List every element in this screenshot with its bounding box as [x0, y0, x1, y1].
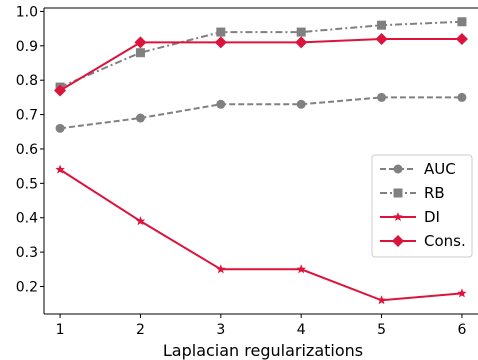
data-point-di [55, 164, 65, 174]
data-point-rb [216, 27, 226, 37]
y-tick-label: 0.7 [16, 108, 38, 124]
data-point-rb [135, 48, 145, 58]
x-tick-label: 2 [136, 322, 145, 338]
y-tick-label: 0.6 [16, 142, 38, 158]
data-point-auc [55, 123, 65, 133]
x-tick-label: 6 [457, 322, 466, 338]
data-point-cons [54, 84, 67, 97]
legend-label: Cons. [424, 232, 466, 250]
series-line-rb [59, 20, 462, 88]
x-tick-label: 3 [216, 322, 225, 338]
legend-label: RB [424, 184, 445, 202]
data-point-auc [457, 92, 467, 102]
legend-marker [392, 235, 404, 247]
series-line-cons [59, 37, 462, 92]
data-point-cons [455, 32, 468, 45]
legend-box [371, 154, 473, 258]
data-point-auc [135, 113, 145, 123]
y-tick-label: 0.2 [16, 279, 38, 295]
data-point-cons [295, 36, 308, 49]
data-point-cons [214, 36, 227, 49]
y-tick-label: 0.8 [16, 73, 38, 89]
data-point-cons [134, 36, 147, 49]
x-tick-label: 5 [377, 322, 386, 338]
data-point-auc [216, 99, 226, 109]
x-tick-label: 1 [56, 322, 65, 338]
data-point-auc [377, 92, 387, 102]
data-point-auc [296, 99, 306, 109]
data-point-di [457, 288, 467, 298]
data-point-di [376, 295, 387, 305]
y-tick-label: 1.0 [16, 4, 38, 20]
data-point-di [296, 264, 306, 274]
data-point-di [216, 264, 226, 274]
y-tick-label: 0.5 [16, 176, 38, 192]
legend-marker [393, 188, 403, 198]
y-tick-label: 0.9 [16, 39, 38, 55]
x-axis-label: Laplacian regularizations [163, 341, 363, 360]
series-line-auc [59, 96, 462, 130]
data-point-di [135, 216, 146, 226]
data-point-cons [375, 32, 388, 45]
series-line-di [59, 168, 463, 302]
legend-marker [393, 212, 403, 222]
legend-marker [393, 164, 403, 174]
y-tick-label: 0.3 [16, 245, 38, 261]
legend-label: AUC [424, 160, 456, 178]
data-point-rb [296, 27, 306, 37]
legend-label: DI [424, 208, 440, 226]
y-tick-label: 0.4 [16, 211, 38, 227]
x-tick-label: 4 [297, 322, 306, 338]
data-point-rb [377, 20, 387, 30]
data-point-rb [457, 17, 467, 27]
